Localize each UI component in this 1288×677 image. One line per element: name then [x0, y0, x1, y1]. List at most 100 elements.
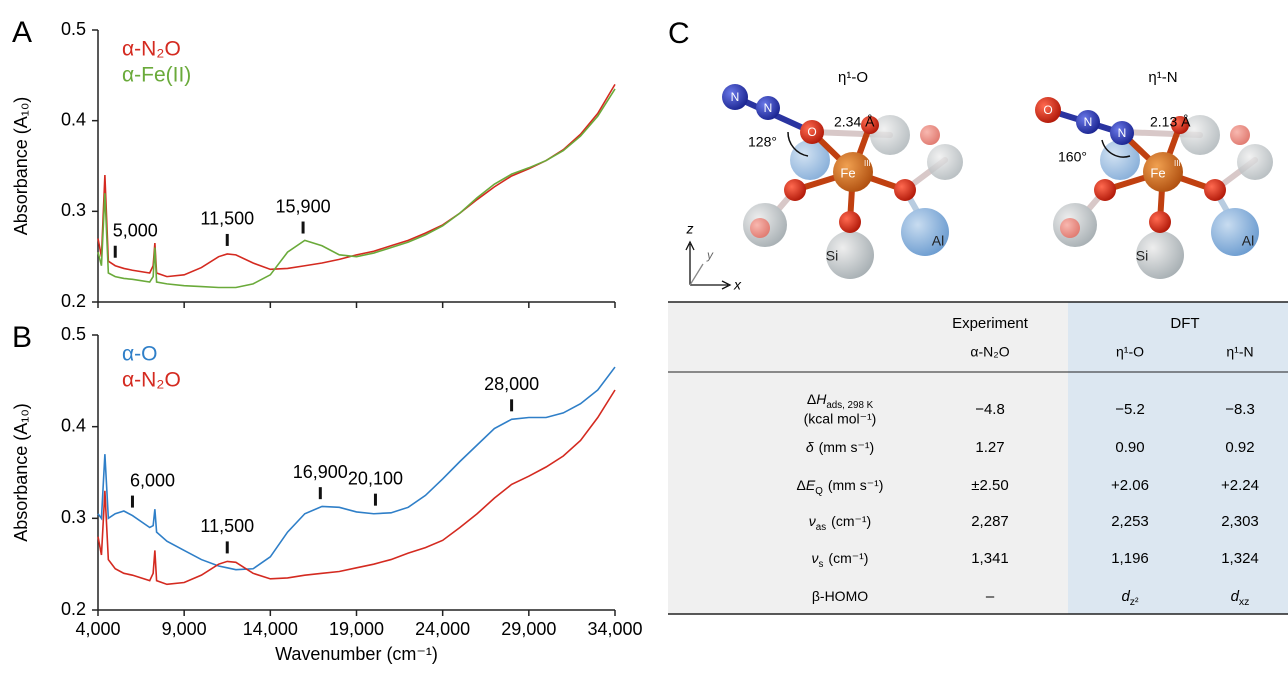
label-part: ν	[809, 513, 816, 529]
x-tick-label: 19,000	[329, 619, 384, 639]
atom-label: O	[1043, 103, 1052, 117]
table-label: δ (mm s⁻¹)	[806, 439, 874, 455]
spectrum-line	[97, 366, 616, 571]
x-tick-label: 34,000	[587, 619, 642, 639]
angle-arc	[1101, 139, 1131, 158]
annotation-label: 20,100	[348, 468, 403, 488]
label-part: z²	[1130, 596, 1139, 608]
label-part: Δ	[807, 391, 816, 407]
structure-title: η¹-O	[838, 69, 868, 86]
table-cell: 0.90	[1115, 439, 1144, 456]
label-part: H	[816, 391, 827, 407]
axis-label: y	[706, 248, 714, 262]
table-cell: 1.27	[975, 439, 1004, 456]
y-tick-label: 0.4	[61, 109, 86, 129]
annotation-label: 5,000	[113, 220, 158, 240]
label-part: d	[1231, 588, 1240, 605]
y-tick-label: 0.3	[61, 507, 86, 527]
x-tick-label: 4,000	[75, 619, 120, 639]
legend-entry: α-N₂O	[122, 38, 181, 61]
table-label: ΔHads, 298 K	[807, 391, 874, 411]
table-label: dz²	[1121, 588, 1139, 608]
atom-label: Fe	[1150, 165, 1165, 180]
atom-o	[894, 179, 916, 201]
atom-o	[861, 116, 879, 134]
atom-label: N	[1084, 115, 1093, 129]
y-tick-label: 0.5	[61, 19, 86, 39]
atom-si	[826, 231, 874, 279]
atom-si	[1136, 231, 1184, 279]
table-column-header: α-N₂O	[970, 344, 1009, 360]
table-column-header: η¹-N	[1226, 344, 1253, 360]
table-label: νs (cm⁻¹)	[812, 550, 869, 570]
atom-o	[1149, 211, 1171, 233]
atom-al	[901, 208, 949, 256]
x-tick-label: 24,000	[415, 619, 470, 639]
structure-title: η¹-N	[1148, 69, 1177, 86]
atom-label: N	[1118, 126, 1127, 140]
x-tick-label: 14,000	[243, 619, 298, 639]
table-label-unit: (kcal mol⁻¹)	[804, 411, 877, 427]
y-tick-label: 0.2	[61, 599, 86, 619]
table-cell: −5.2	[1115, 401, 1145, 418]
atom-o	[1204, 179, 1226, 201]
axes-triad	[685, 240, 732, 290]
atom-o	[839, 211, 861, 233]
axis-arrow	[689, 263, 704, 286]
arrow-head	[721, 280, 732, 290]
atom-n	[722, 84, 748, 110]
label-part: d	[1121, 588, 1130, 605]
label-part: E	[806, 477, 816, 493]
table-cell: −8.3	[1225, 401, 1255, 418]
bond-angle: 128°	[748, 134, 777, 150]
label-part: Δ	[797, 477, 806, 493]
label-part: Q	[815, 486, 823, 497]
atom-o	[750, 218, 770, 238]
annotation-label: 15,900	[276, 196, 331, 216]
table-label: ΔEQ (mm s⁻¹)	[797, 477, 884, 497]
label-part: (cm⁻¹)	[831, 513, 871, 529]
atom-si	[1237, 144, 1273, 180]
atom-o	[1060, 218, 1080, 238]
atom-label: N	[764, 101, 773, 115]
y-tick-label: 0.4	[61, 415, 86, 435]
panel-label: C	[668, 17, 690, 50]
annotation-label: 11,500	[200, 516, 254, 536]
structure: η¹-N O N N Fe III Si Al 2.13 Å 160°	[1035, 69, 1273, 279]
atom-si	[1180, 115, 1220, 155]
label-part: s	[819, 559, 824, 570]
atom-si	[927, 144, 963, 180]
annotation-label: 28,000	[484, 374, 539, 394]
atom-label: Fe	[840, 165, 855, 180]
atom-label: O	[807, 125, 816, 139]
x-tick-label: 29,000	[501, 619, 556, 639]
arrow-head	[685, 240, 695, 251]
table-cell: ±2.50	[971, 477, 1008, 494]
table-cell: 0.92	[1225, 439, 1254, 456]
y-tick-label: 0.2	[61, 291, 86, 311]
atom-al	[1100, 140, 1140, 180]
spectrum-line	[97, 83, 616, 278]
atom-o	[1035, 97, 1061, 123]
atom-o	[800, 120, 824, 144]
legend-entry: α-N₂O	[122, 369, 181, 392]
table-label: β-HOMO	[812, 588, 868, 604]
bond-distance: 2.34 Å	[834, 114, 875, 130]
atom-label: Al	[1242, 233, 1254, 249]
atom-fe	[1143, 152, 1183, 192]
bond-angle: 160°	[1058, 149, 1087, 165]
spectrum-line	[97, 389, 616, 586]
table-label: dxz	[1231, 588, 1250, 608]
table-cell: 1,196	[1111, 550, 1149, 567]
atom-n	[1076, 110, 1100, 134]
y-axis-label: Absorbance (A₁₀)	[11, 97, 31, 236]
atom-o	[1230, 125, 1250, 145]
axis-label: z	[686, 221, 694, 237]
label-part: as	[816, 522, 826, 533]
table-cell: 2,303	[1221, 513, 1259, 530]
atom-n	[1110, 121, 1134, 145]
y-axis-label: Absorbance (A₁₀)	[11, 403, 31, 542]
table-cell: 2,253	[1111, 513, 1149, 530]
atom-al	[790, 140, 830, 180]
